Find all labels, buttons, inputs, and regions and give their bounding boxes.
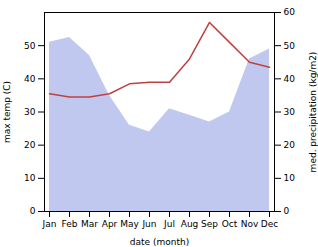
svg-text:40: 40 (24, 74, 36, 84)
svg-text:May: May (120, 219, 139, 229)
svg-text:60: 60 (284, 7, 296, 17)
svg-text:20: 20 (24, 140, 36, 150)
svg-text:med. precipitation (kg/m2): med. precipitation (kg/m2) (308, 52, 318, 173)
svg-text:Nov: Nov (241, 219, 259, 229)
svg-text:50: 50 (24, 41, 36, 51)
svg-text:Aug: Aug (181, 219, 199, 229)
svg-text:Oct: Oct (222, 219, 238, 229)
svg-text:Apr: Apr (102, 219, 118, 229)
svg-text:10: 10 (284, 173, 296, 183)
svg-text:Mar: Mar (81, 219, 98, 229)
svg-text:10: 10 (24, 173, 36, 183)
svg-text:Jun: Jun (141, 219, 156, 229)
svg-text:0: 0 (284, 206, 290, 216)
svg-text:0: 0 (30, 206, 36, 216)
svg-text:date (month): date (month) (130, 237, 189, 247)
svg-text:50: 50 (284, 41, 296, 51)
svg-text:Jan: Jan (42, 219, 57, 229)
svg-text:Sep: Sep (201, 219, 218, 229)
svg-text:max temp (C): max temp (C) (2, 81, 12, 143)
svg-text:40: 40 (284, 74, 296, 84)
svg-text:Dec: Dec (261, 219, 278, 229)
svg-text:30: 30 (24, 107, 36, 117)
svg-text:Jul: Jul (163, 219, 175, 229)
svg-text:Feb: Feb (62, 219, 78, 229)
svg-text:30: 30 (284, 107, 296, 117)
svg-text:20: 20 (284, 140, 296, 150)
